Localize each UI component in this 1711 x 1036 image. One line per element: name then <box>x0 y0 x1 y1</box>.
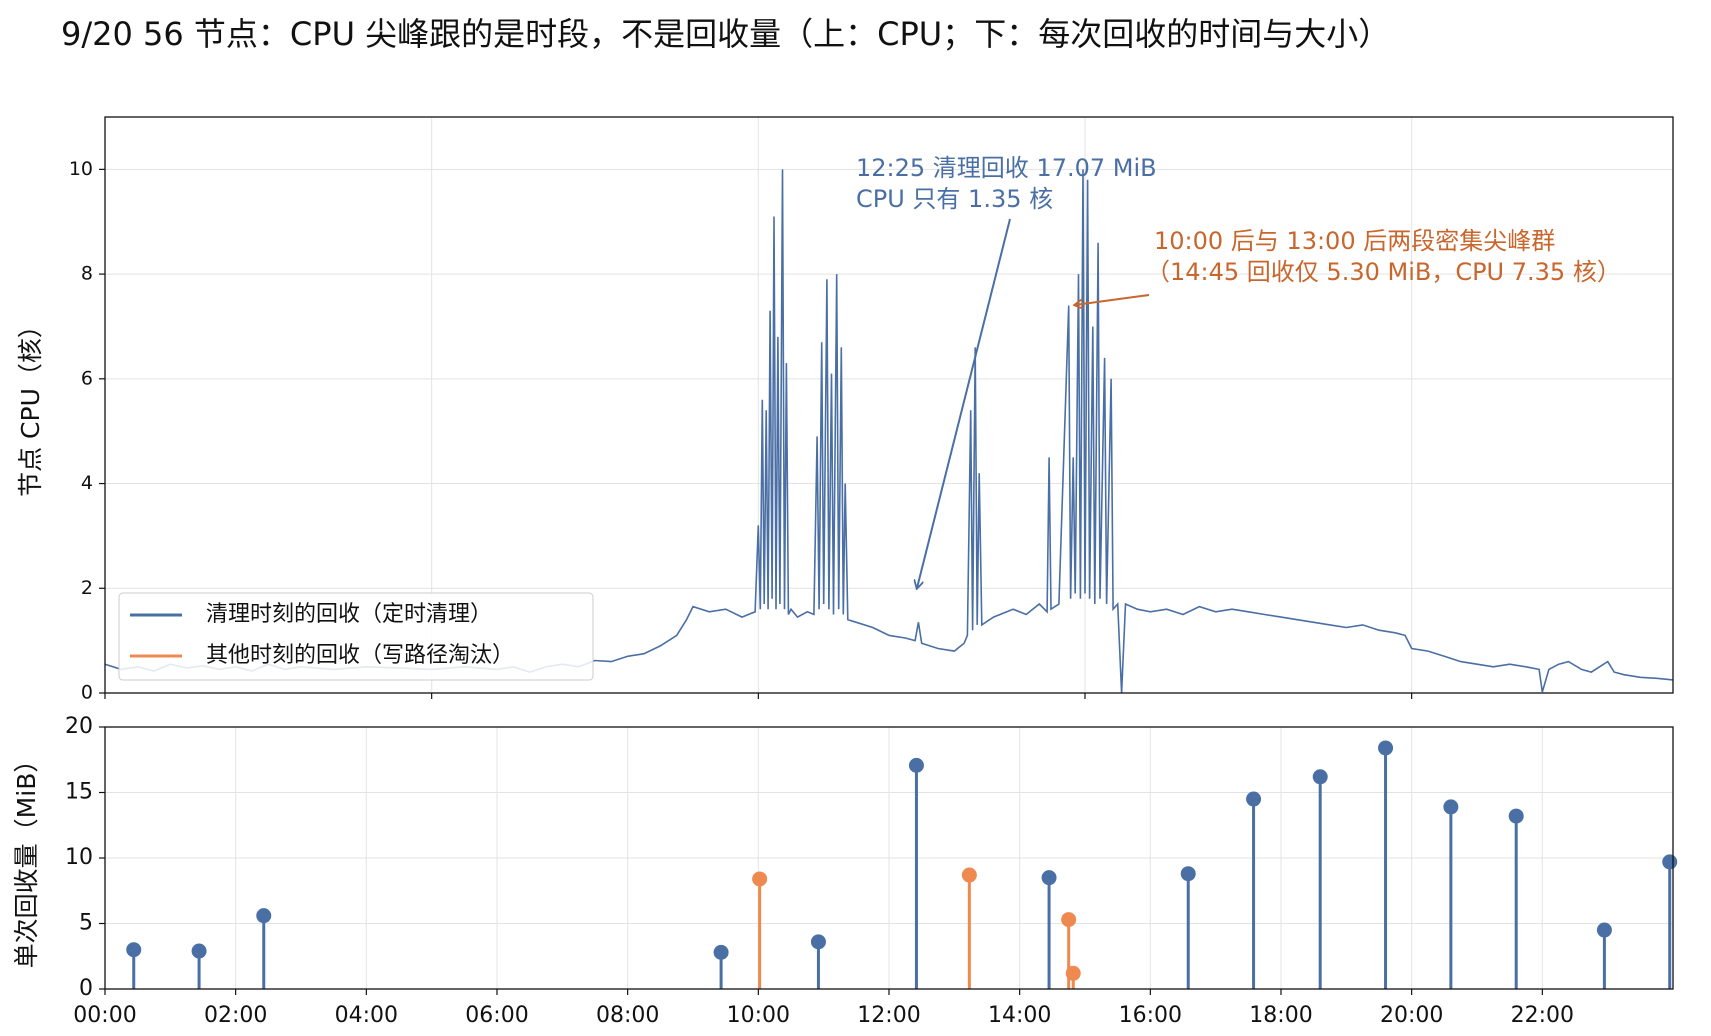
annotation: （14:45 回收仅 5.30 MiB，CPU 7.35 核） <box>1146 258 1621 286</box>
y-tick-label: 5 <box>79 911 93 936</box>
x-tick-label: 08:00 <box>596 1003 659 1028</box>
axes-frame <box>104 116 1674 694</box>
x-tick-label: 14:00 <box>988 1003 1051 1028</box>
stem-marker <box>191 943 207 959</box>
stem-marker <box>1508 808 1524 824</box>
x-tick-label: 16:00 <box>1119 1003 1182 1028</box>
x-tick-label: 20:00 <box>1380 1003 1443 1028</box>
y-axis-label: 单次回收量（MiB） <box>12 748 41 969</box>
y-tick-label: 4 <box>81 472 93 494</box>
y-axis-label: 节点 CPU（核） <box>16 313 45 497</box>
stem-marker <box>1378 740 1394 756</box>
annotation: 10:00 后与 13:00 后两段密集尖峰群 <box>1154 227 1555 255</box>
stem-marker <box>126 942 142 958</box>
stem-marker <box>256 908 272 924</box>
annotation-arrow <box>1075 294 1150 305</box>
plot-area <box>104 169 1674 694</box>
stem-marker <box>1662 854 1678 870</box>
stem-marker <box>713 944 729 960</box>
legend-label: 清理时刻的回收（定时清理） <box>206 602 492 627</box>
x-tick-label: 22:00 <box>1511 1003 1574 1028</box>
y-tick-label: 6 <box>81 367 93 389</box>
stem-marker <box>1061 912 1077 928</box>
legend-frame <box>118 592 594 681</box>
y-tick-label: 10 <box>65 845 93 870</box>
x-tick-label: 18:00 <box>1249 1003 1312 1028</box>
stem-marker <box>1065 965 1081 981</box>
stem-marker <box>810 934 826 950</box>
x-tick-label: 12:00 <box>857 1003 920 1028</box>
stem-marker <box>752 871 768 887</box>
y-tick-label: 10 <box>69 158 93 180</box>
x-tick-label: 06:00 <box>465 1003 528 1028</box>
legend-label: 其他时刻的回收（写路径淘汰） <box>206 643 514 668</box>
annotation: CPU 只有 1.35 核 <box>856 185 1053 213</box>
stem-marker <box>1312 769 1328 785</box>
annotation-arrow <box>917 218 1011 588</box>
stem-marker <box>1443 799 1459 815</box>
annotation: 12:25 清理回收 17.07 MiB <box>856 154 1157 182</box>
chart-title: 9/20 56 节点：CPU 尖峰跟的是时段，不是回收量（上：CPU；下：每次回… <box>61 15 1390 53</box>
panel: 00:00 02:00 04:00 06:00 08:00 10:00 12:00 14:00… <box>12 714 1678 1028</box>
stem-marker <box>908 757 924 773</box>
x-tick-label: 04:00 <box>335 1003 398 1028</box>
y-tick-label: 20 <box>65 714 93 739</box>
y-tick-label: 8 <box>81 263 93 285</box>
stem-marker <box>1596 922 1612 938</box>
stem-marker <box>1041 870 1057 886</box>
legend: 清理时刻的回收（定时清理） 其他时刻的回收（写路径淘汰） <box>118 592 594 681</box>
x-tick-label: 10:00 <box>727 1003 790 1028</box>
stem-marker <box>961 867 977 883</box>
panel: 0 2 4 6 8 10 节点 CPU（核） <box>16 116 1674 704</box>
y-tick-label: 0 <box>81 682 93 704</box>
y-tick-label: 2 <box>81 577 93 599</box>
axes-frame <box>104 726 1674 990</box>
plot-area <box>126 740 1678 989</box>
y-tick-label: 15 <box>65 780 93 805</box>
x-tick-label: 00:00 <box>73 1003 136 1028</box>
cpu-line <box>104 169 1674 694</box>
x-tick-label: 02:00 <box>204 1003 267 1028</box>
stem-marker <box>1180 866 1196 882</box>
y-tick-label: 0 <box>79 976 93 1001</box>
stem-marker <box>1246 791 1262 807</box>
